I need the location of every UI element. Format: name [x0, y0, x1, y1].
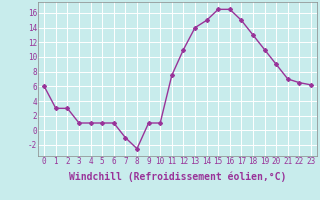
X-axis label: Windchill (Refroidissement éolien,°C): Windchill (Refroidissement éolien,°C) — [69, 172, 286, 182]
